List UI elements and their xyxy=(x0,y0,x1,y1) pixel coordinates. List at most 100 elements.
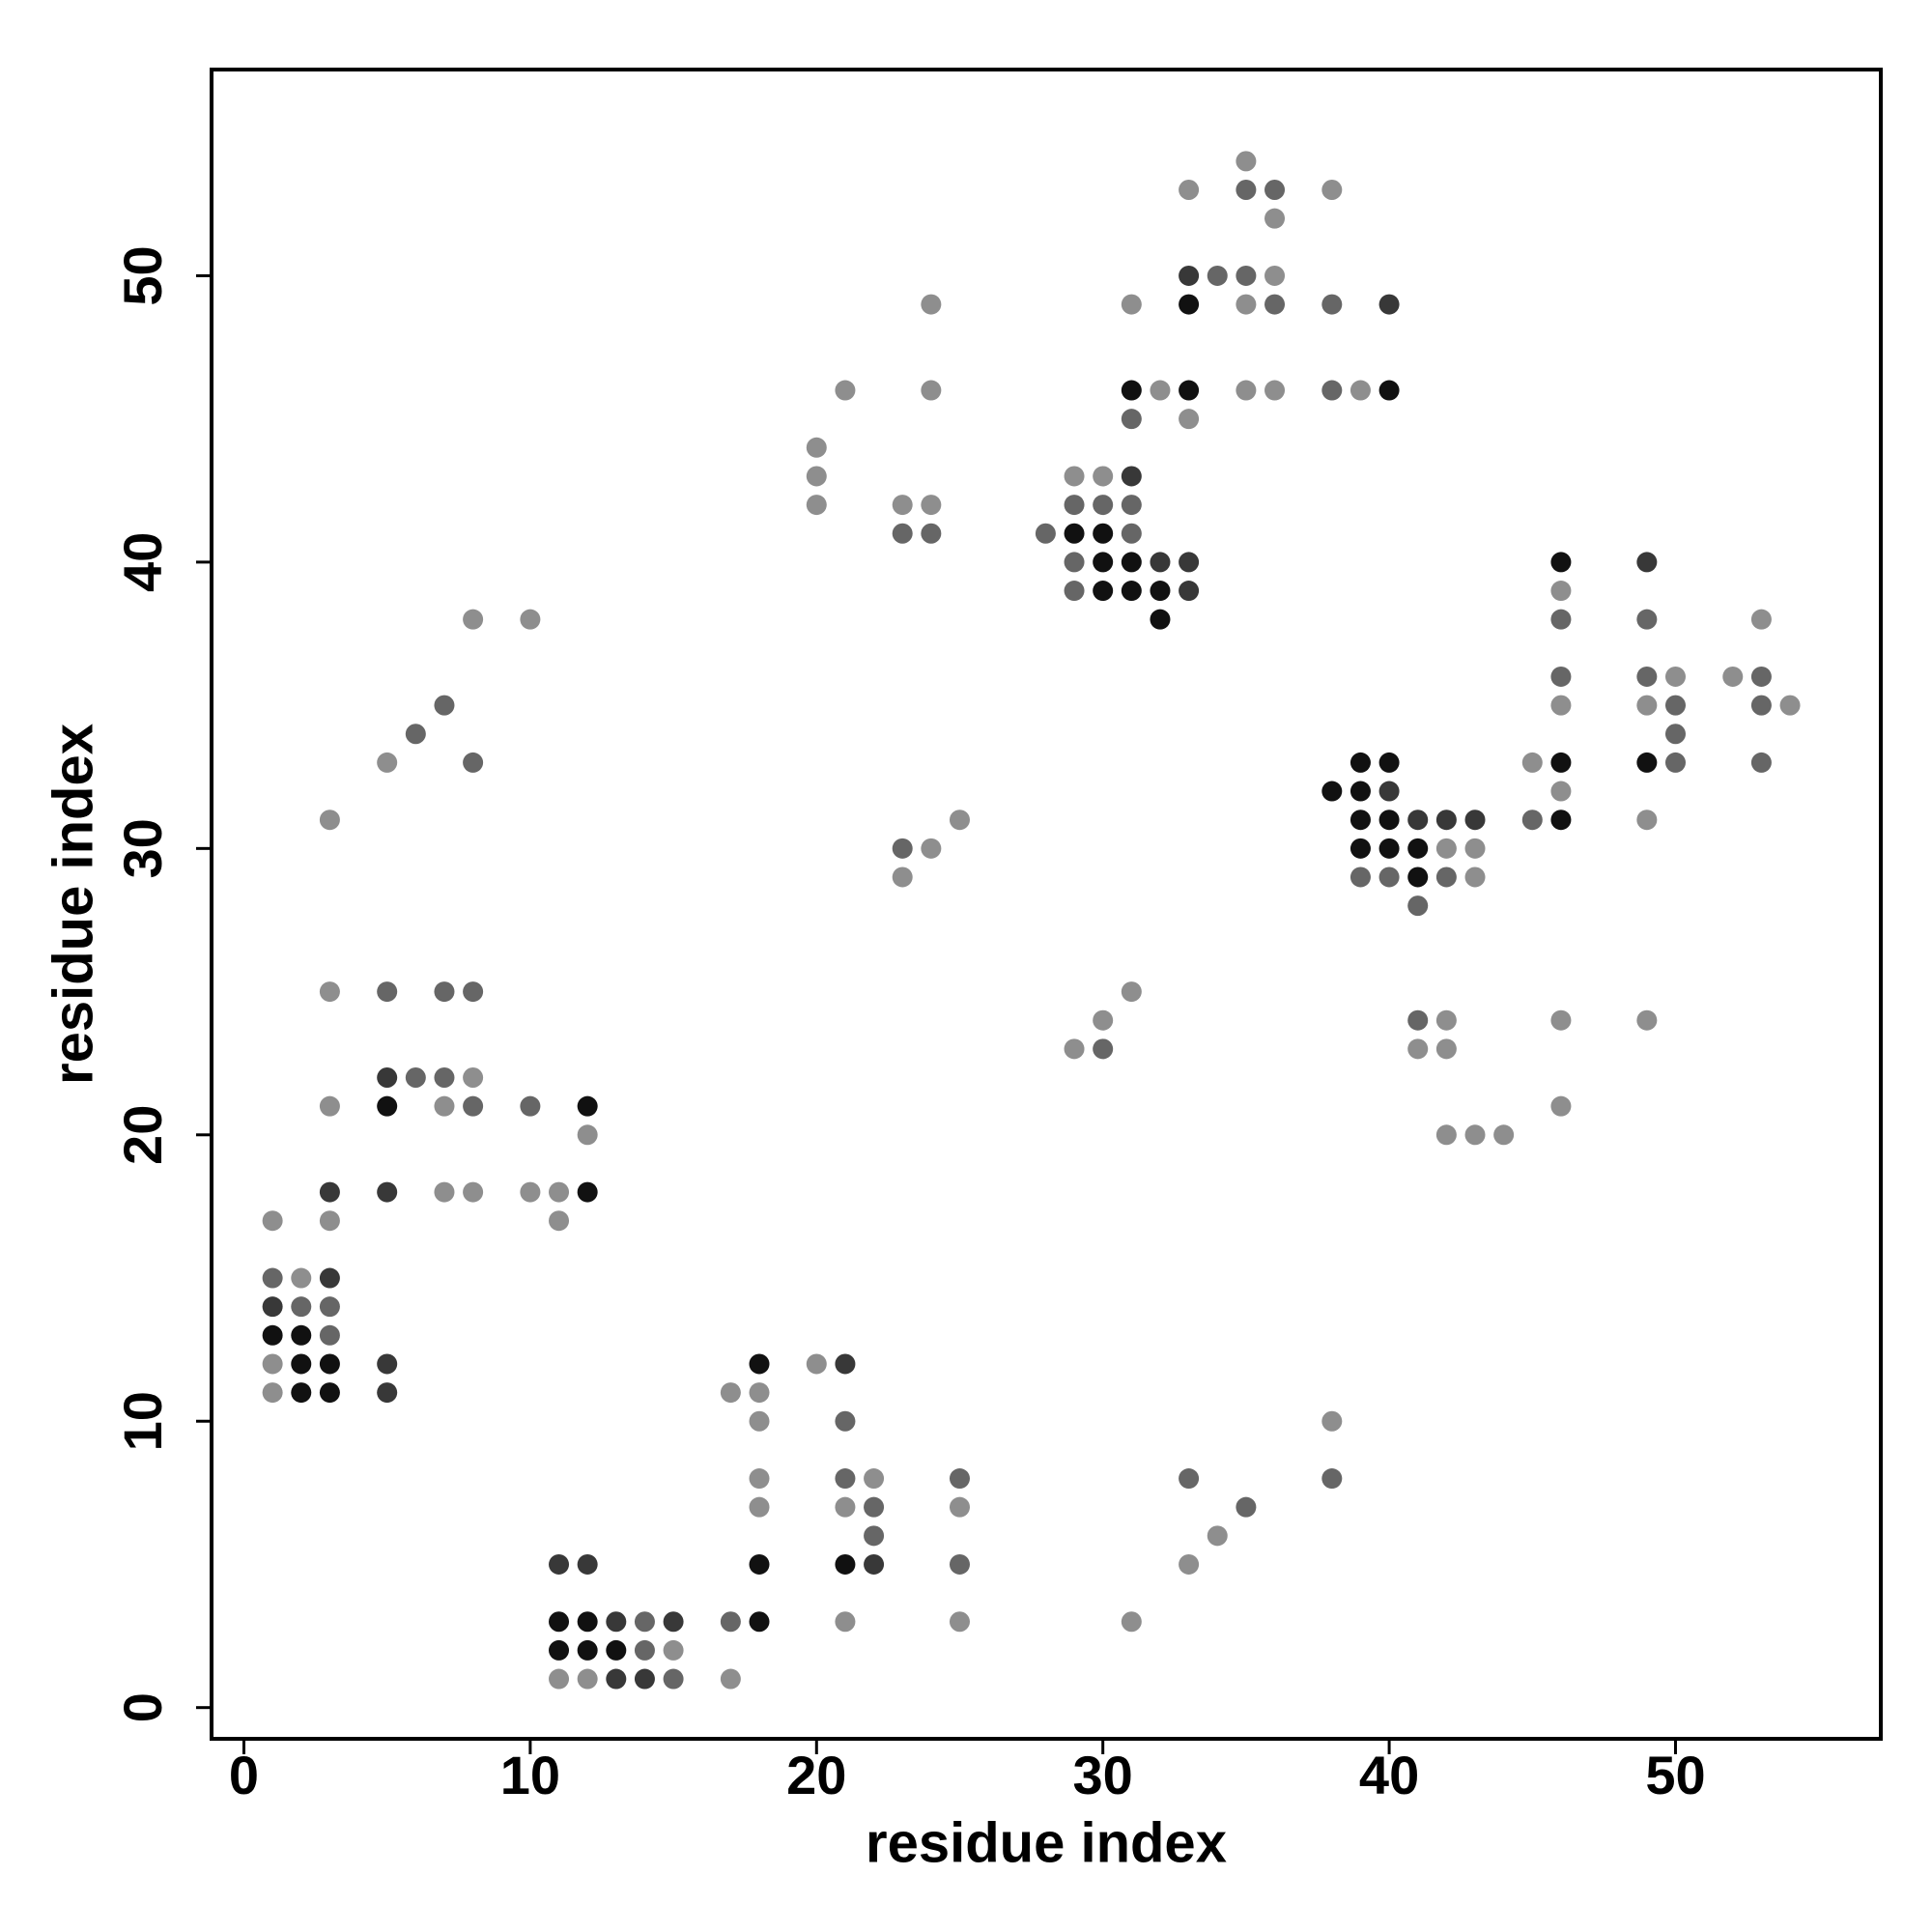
point xyxy=(1636,552,1658,573)
point xyxy=(806,437,827,458)
point xyxy=(1407,895,1429,917)
point xyxy=(720,1382,741,1404)
point xyxy=(1179,552,1200,573)
point xyxy=(1464,838,1486,859)
point xyxy=(1179,581,1200,602)
point xyxy=(1236,380,1257,401)
point xyxy=(262,1324,283,1346)
point xyxy=(549,1639,570,1661)
point xyxy=(1150,552,1171,573)
point xyxy=(463,981,484,1003)
point xyxy=(1264,208,1286,229)
point xyxy=(606,1639,627,1661)
point xyxy=(1521,810,1543,831)
point xyxy=(1179,409,1200,430)
point xyxy=(463,1066,484,1088)
point xyxy=(1264,180,1286,201)
point xyxy=(1378,752,1400,773)
point xyxy=(520,609,541,630)
point xyxy=(262,1267,283,1289)
point xyxy=(1179,1553,1200,1575)
point xyxy=(1636,1009,1658,1031)
y-tick-label: 40 xyxy=(112,532,173,592)
point xyxy=(921,495,942,516)
point xyxy=(1150,380,1171,401)
point xyxy=(1179,265,1200,286)
x-tick-label: 40 xyxy=(1359,1745,1419,1805)
point xyxy=(577,1639,598,1661)
point xyxy=(1407,1009,1429,1031)
point xyxy=(434,1066,455,1088)
point xyxy=(1378,294,1400,315)
point xyxy=(577,1553,598,1575)
point xyxy=(749,1496,770,1518)
point xyxy=(1550,1095,1572,1117)
point xyxy=(1121,466,1142,487)
point xyxy=(835,380,856,401)
point xyxy=(1264,265,1286,286)
point xyxy=(749,1410,770,1432)
point xyxy=(634,1668,655,1690)
point xyxy=(835,1553,856,1575)
point xyxy=(1550,752,1572,773)
point xyxy=(1550,609,1572,630)
point xyxy=(405,1066,426,1088)
point xyxy=(319,981,340,1003)
point xyxy=(434,1095,455,1117)
point xyxy=(291,1296,312,1318)
point xyxy=(806,1353,827,1375)
point xyxy=(1407,1038,1429,1060)
point xyxy=(1435,1038,1457,1060)
point xyxy=(377,981,398,1003)
point xyxy=(1550,666,1572,687)
point xyxy=(1435,838,1457,859)
point xyxy=(720,1611,741,1633)
point xyxy=(291,1382,312,1404)
point xyxy=(1179,1468,1200,1490)
point xyxy=(1064,466,1085,487)
point xyxy=(1321,781,1343,802)
point xyxy=(1236,151,1257,172)
y-tick-label: 0 xyxy=(112,1692,173,1722)
point xyxy=(1064,1038,1085,1060)
point xyxy=(1550,810,1572,831)
x-tick-label: 10 xyxy=(500,1745,560,1805)
point xyxy=(1464,867,1486,888)
x-axis-label: residue index xyxy=(866,1811,1227,1874)
point xyxy=(806,495,827,516)
point xyxy=(1550,695,1572,716)
point xyxy=(1378,810,1400,831)
point xyxy=(463,1181,484,1203)
point xyxy=(1435,810,1457,831)
point xyxy=(1664,666,1686,687)
point xyxy=(1521,752,1543,773)
point xyxy=(319,1267,340,1289)
y-axis-label: residue index xyxy=(42,724,104,1085)
x-tick-label: 30 xyxy=(1073,1745,1133,1805)
point xyxy=(434,981,455,1003)
point xyxy=(520,1095,541,1117)
y-tick-label: 10 xyxy=(112,1391,173,1451)
point xyxy=(577,1181,598,1203)
point xyxy=(1378,781,1400,802)
point xyxy=(663,1668,684,1690)
point xyxy=(1636,752,1658,773)
point xyxy=(1035,523,1056,544)
point xyxy=(634,1611,655,1633)
point xyxy=(1064,495,1085,516)
point xyxy=(1093,1038,1114,1060)
point xyxy=(949,1553,970,1575)
point xyxy=(1435,1124,1457,1146)
point xyxy=(749,1611,770,1633)
point xyxy=(1378,867,1400,888)
point xyxy=(1464,810,1486,831)
point xyxy=(319,1296,340,1318)
point xyxy=(1321,1410,1343,1432)
y-tick-label: 30 xyxy=(112,818,173,878)
point xyxy=(1093,581,1114,602)
x-tick-label: 50 xyxy=(1645,1745,1705,1805)
point xyxy=(377,1181,398,1203)
point xyxy=(262,1353,283,1375)
point xyxy=(1064,523,1085,544)
point xyxy=(749,1553,770,1575)
